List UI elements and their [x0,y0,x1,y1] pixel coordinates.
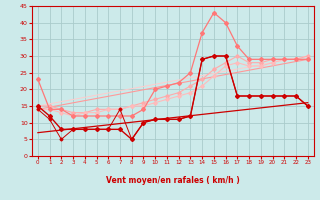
X-axis label: Vent moyen/en rafales ( km/h ): Vent moyen/en rafales ( km/h ) [106,176,240,185]
